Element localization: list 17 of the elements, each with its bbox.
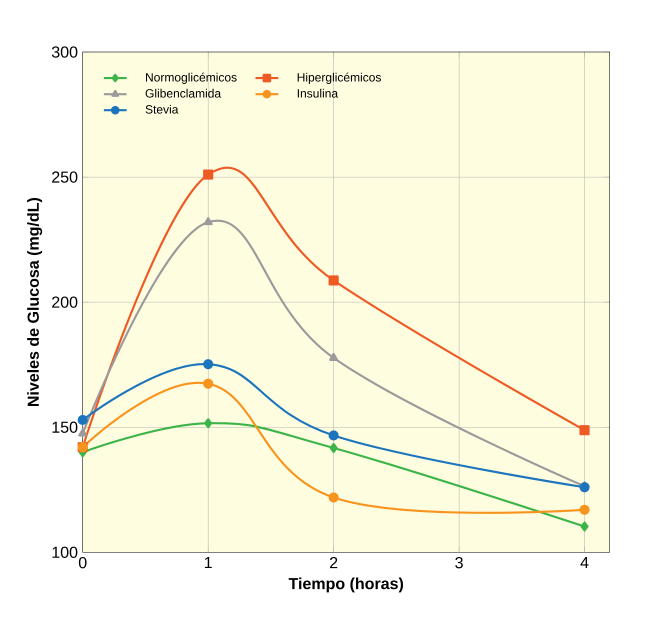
y-tick-label: 250 (52, 171, 78, 183)
x-tick-label: 0 (78, 557, 87, 568)
y-tick-label: 100 (52, 546, 78, 558)
legend-label: Insulina (298, 88, 338, 98)
y-tick-label: 200 (52, 296, 78, 308)
legend-label: Stevia (146, 104, 178, 114)
x-tick-label: 4 (580, 557, 589, 568)
legend-label: Glibenclamida (146, 88, 222, 98)
x-tick-label: 1 (204, 557, 212, 568)
x-tick-label: 3 (455, 557, 463, 568)
legend-label: Normoglicémicos (146, 72, 237, 84)
y-tick-label: 150 (52, 422, 78, 433)
legend-label: Hiperglicémicos (298, 72, 381, 84)
y-axis-title: Niveles de Glucosa (mg/dL) (27, 198, 42, 406)
x-tick-label: 2 (330, 557, 338, 568)
x-axis-title: Tiempo (horas) (288, 578, 404, 592)
y-tick-label: 300 (52, 46, 78, 58)
